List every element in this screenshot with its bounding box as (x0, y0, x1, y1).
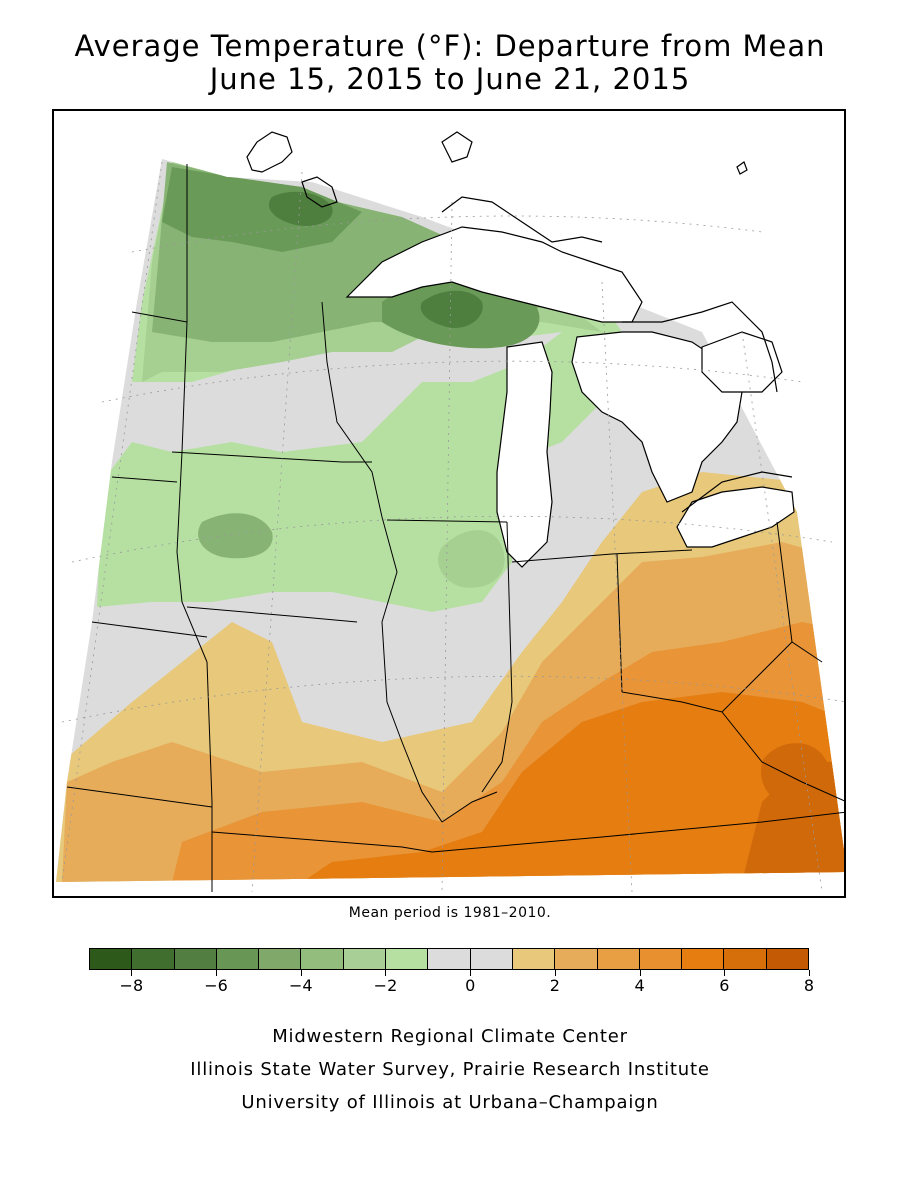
ia-il-border (381, 516, 443, 823)
credit-uiuc: University of Illinois at Urbana–Champai… (241, 1092, 659, 1113)
legend-tick (131, 970, 133, 976)
legend-swatch (174, 949, 217, 969)
wi-il-border (386, 519, 508, 523)
credit-mrcc: Midwestern Regional Climate Center (272, 1026, 628, 1047)
title-line-1: Average Temperature (°F): Departure from… (74, 29, 826, 63)
legend-swatch (428, 949, 471, 969)
graticule (61, 161, 844, 893)
mo-ar-border (211, 831, 433, 853)
legend-color-bar (89, 948, 809, 970)
zone-dark-orange (302, 692, 844, 882)
mn-wi-border (321, 301, 383, 518)
ks-mo-border (206, 661, 213, 892)
canada-coastline (246, 131, 793, 513)
legend-tick (724, 970, 726, 976)
oh-pa-border (776, 521, 793, 643)
il-in-border (481, 521, 513, 793)
lake-erie (676, 486, 795, 548)
legend-swatch (470, 949, 513, 969)
credit-isws: Illinois State Water Survey, Prairie Res… (190, 1059, 710, 1080)
ia-mo-border (186, 606, 358, 623)
legend-tick-label: 0 (465, 976, 476, 995)
legend-tick (809, 970, 810, 976)
legend-tick (470, 970, 472, 976)
zone-dark-green-ne (268, 191, 333, 227)
legend-tick (216, 970, 218, 976)
zone-light-green-2 (438, 530, 505, 588)
legend-tick-label: −6 (204, 976, 228, 995)
legend-swatch (766, 949, 809, 969)
lake-huron (571, 331, 743, 503)
temperature-map (56, 131, 844, 893)
legend-swatch (132, 949, 175, 969)
in-oh-border (616, 553, 623, 693)
mo-ky-river (441, 791, 498, 823)
legend-tick-label: −8 (119, 976, 144, 995)
lake-michigan (496, 341, 553, 568)
zone-green-2 (198, 513, 273, 559)
ky-tn-border (431, 811, 844, 853)
legend-swatch (512, 949, 556, 969)
sd-mn-border (176, 451, 183, 553)
legend-tick-label: 6 (719, 976, 730, 995)
lake-ontario (701, 331, 783, 393)
legend-swatch (639, 949, 683, 969)
map-title: Average Temperature (°F): Departure from… (0, 30, 900, 96)
ne-ia-border (176, 551, 208, 663)
legend-tick-label: −4 (288, 976, 313, 995)
legend-swatch (301, 949, 344, 969)
legend-tick-label: 2 (549, 976, 560, 995)
ks-ok-border (66, 786, 213, 808)
legend-tick-label: −2 (373, 976, 398, 995)
mean-period-note: Mean period is 1981–2010. (348, 905, 552, 921)
zone-medium-green (162, 167, 362, 252)
legend-swatch (90, 949, 133, 969)
legend-swatch (682, 949, 725, 969)
legend-tick-label: 4 (634, 976, 645, 995)
ne-ks-border (91, 621, 208, 638)
mi-in-oh-border (511, 549, 693, 563)
nd-sd-border (131, 311, 188, 323)
mn-ia-border (171, 451, 372, 463)
legend-swatch (386, 949, 429, 969)
state-boundaries (66, 164, 844, 892)
zone-dark-green (420, 290, 483, 328)
legend-tick (300, 970, 302, 976)
great-lakes (345, 226, 795, 568)
ky-wv-border (721, 711, 844, 802)
legend-tick-label: 8 (803, 976, 815, 995)
zone-deep-orange-2 (761, 743, 830, 808)
legend-tick (554, 970, 556, 976)
sd-ne-border (111, 476, 178, 483)
legend-tick (639, 970, 641, 976)
legend-swatch (724, 949, 767, 969)
title-line-2: June 15, 2015 to June 21, 2015 (209, 62, 691, 96)
legend-swatch (597, 949, 640, 969)
legend-tick (385, 970, 387, 976)
legend-swatch (216, 949, 260, 969)
legend-swatch (555, 949, 598, 969)
credits: Midwestern Regional Climate Center Illin… (0, 1020, 900, 1119)
lake-superior (345, 226, 643, 323)
ky-oh-border (621, 641, 823, 713)
legend-swatch (343, 949, 387, 969)
legend-swatch (259, 949, 302, 969)
map-frame (52, 109, 846, 898)
